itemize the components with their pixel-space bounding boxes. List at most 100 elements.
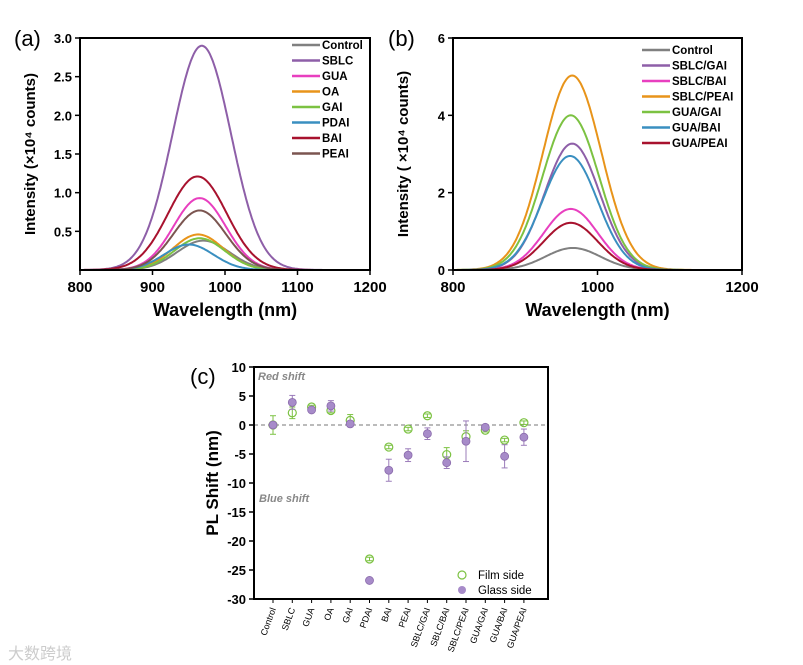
x-axis-label: Wavelength (nm) [525,300,669,320]
legend-label: BAI [322,133,342,145]
x-tick-label: OA [322,606,336,622]
data-point-glass [307,405,317,415]
legend-label: SBLC [322,56,353,68]
y-tick-label: 0 [438,263,445,278]
legend-label: PEAI [322,149,349,161]
legend-marker [457,570,467,580]
data-point-glass [461,436,471,446]
x-tick-label: 900 [140,279,165,296]
data-point-film [384,442,394,452]
data-point-glass [287,397,297,407]
data-point-glass [403,450,413,460]
y-tick-label: -10 [227,476,246,491]
y-tick-label: 5 [239,389,246,404]
data-point-film [422,411,432,421]
x-tick-label: GAI [340,606,355,624]
data-point-glass [480,422,490,432]
y-tick-label: 0 [239,418,246,433]
y-tick-label: -15 [227,505,246,520]
annotation-blue-shift: Blue shift [259,493,310,505]
watermark: 大数跨境 [8,644,73,663]
data-point-glass [268,420,278,430]
plot-frame [253,366,549,600]
legend-marker [458,586,466,594]
y-axis-label: Intensity (×10⁴ counts) [22,73,39,235]
x-tick-label: Control [259,606,278,637]
x-tick-label: SBLC [280,606,298,632]
legend-label: OA [322,87,339,99]
panel-c: (c) Red shift Blue shift Film side Glass sid… [190,360,549,653]
x-tick-label: 800 [440,279,465,296]
legend-label: GUA/PEAI [672,138,728,150]
series-line-sblc [83,44,333,271]
x-tick-label: GUA/PEAI [505,606,529,649]
x-tick-label: 1100 [281,279,314,296]
x-tick-label: PDAI [358,606,375,629]
y-tick-label: 3.0 [54,31,72,46]
series-line-gua-peai [456,221,706,271]
y-tick-label: 1.0 [54,186,72,201]
y-tick-label: 10 [232,360,246,375]
legend-label: SBLC/PEAI [672,92,733,104]
x-tick-label: 1200 [725,279,758,296]
data-point-glass [422,429,432,439]
legend-label: GAI [322,102,342,114]
legend-label: SBLC/GAI [672,61,727,73]
x-tick-label: BAI [379,606,393,623]
x-tick-label: GUA/BAI [488,606,510,644]
data-point-glass [365,576,374,585]
x-tick-label: PEAI [397,606,413,629]
panel-b: (b) Control SBLC/GAI SBLC/BAI SBLC/PEAI GUA/G… [388,26,759,320]
legend-label: Control [672,45,713,57]
panel-label: (a) [14,26,41,51]
series-line-gua [83,197,333,271]
y-tick-label: 2 [438,186,445,201]
legend-label: Glass side [478,585,532,597]
y-tick-label: -30 [227,592,246,607]
x-tick-label: GUA [300,606,316,628]
data-point-glass [519,432,529,442]
legend-label: Control [322,40,363,52]
panel-label: (b) [388,26,415,51]
legend-label: SBLC/BAI [672,76,726,88]
y-axis-label: PL Shift (nm) [203,430,222,535]
y-tick-label: -20 [227,534,246,549]
legend-label: PDAI [322,118,349,130]
data-point-film [519,418,529,428]
data-point-glass [384,465,394,475]
series-line-gua-gai [456,114,706,271]
y-tick-label: 6 [438,31,445,46]
annotation-red-shift: Red shift [258,371,306,383]
y-tick-label: -5 [234,447,246,462]
legend-label: Film side [478,570,524,582]
x-tick-label: GUA/GAI [468,606,490,645]
x-tick-label: 1000 [208,279,241,296]
legend-label: GUA [322,71,348,83]
legend-label: GUA/GAI [672,107,721,119]
series-line-sblc-bai [456,207,706,271]
data-point-film [403,424,413,434]
y-tick-label: 2.0 [54,108,72,123]
y-axis-label: Intensity ( ×10⁴ counts) [395,71,412,237]
data-point-glass [326,401,336,411]
x-tick-label: 800 [67,279,92,296]
plot-frame [452,37,743,271]
data-point-film [500,435,510,445]
series-line-sblc-peai [456,74,706,271]
x-axis-label: Wavelength (nm) [153,300,297,320]
x-tick-label: 1000 [581,279,614,296]
series-line-sblc-gai [456,142,706,271]
panel-label: (c) [190,364,216,389]
data-point-glass [345,419,355,429]
y-tick-label: -25 [227,563,246,578]
panel-a: (a) Control SBLC GUA OA GAI PDAI BAI PEAI 800 900 1… [14,26,387,320]
series-line-bai [83,175,333,271]
legend-label: GUA/BAI [672,123,721,135]
x-tick-label: 1200 [353,279,386,296]
y-tick-label: 4 [438,108,446,123]
y-tick-label: 0.5 [54,224,72,239]
y-tick-label: 2.5 [54,70,72,85]
y-tick-label: 1.5 [54,147,72,162]
